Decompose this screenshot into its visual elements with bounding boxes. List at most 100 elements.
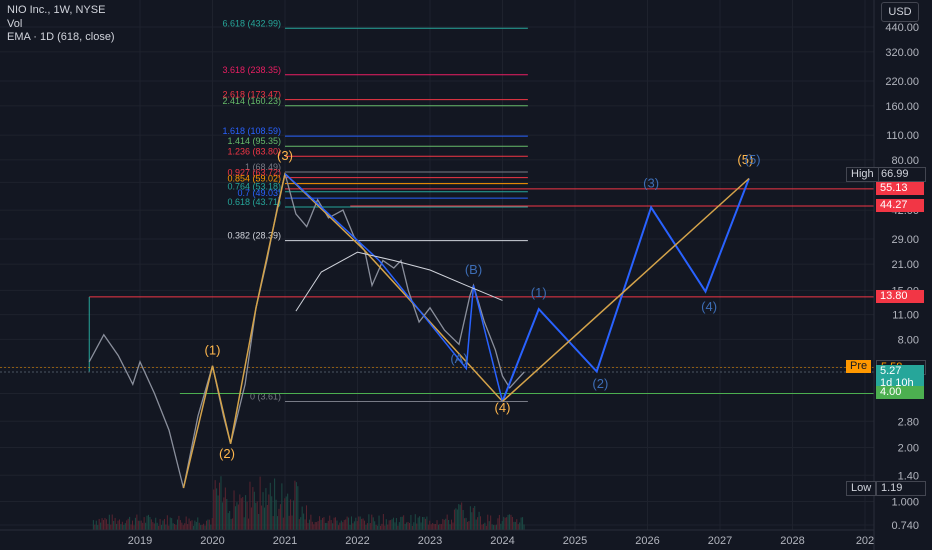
volume-bar: [126, 520, 128, 530]
price-tag-value: 44.27: [876, 199, 924, 213]
volume-bar: [197, 517, 199, 530]
volume-bar: [449, 524, 451, 530]
volume-bar: [333, 517, 335, 530]
currency-button[interactable]: USD: [881, 2, 919, 22]
volume-bar: [192, 525, 194, 530]
volume-bar: [142, 522, 144, 530]
volume-bar: [419, 516, 421, 530]
time-tick-label: 2026: [635, 535, 659, 547]
time-tick-label: 2021: [273, 535, 297, 547]
volume-bar: [485, 525, 487, 530]
volume-bar: [374, 521, 376, 530]
volume-bar: [319, 516, 321, 530]
volume-bar: [432, 522, 434, 530]
fib-level-label: 2.618 (173.47): [222, 90, 281, 100]
price-tag-value: 4.00: [876, 386, 924, 400]
price-tag-value: 55.13: [876, 181, 924, 195]
volume-bar: [401, 516, 403, 530]
volume-bar: [408, 523, 410, 530]
fib-level-label: 0.927 (63.72): [227, 168, 281, 178]
volume-bar: [137, 520, 139, 530]
volume-bar: [133, 525, 135, 530]
volume-bar: [480, 516, 482, 530]
volume-bar: [139, 520, 141, 530]
volume-bar: [195, 521, 197, 530]
volume-bar: [461, 502, 463, 530]
volume-bar: [159, 518, 161, 530]
volume-bar: [352, 523, 354, 530]
fib-level-label: 1.618 (108.59): [222, 126, 281, 136]
symbol-title[interactable]: NIO Inc., 1W, NYSE: [7, 4, 106, 16]
wave-label: (1): [205, 342, 221, 357]
volume-bar: [123, 525, 125, 530]
volume-bar: [243, 517, 245, 530]
volume-bar: [136, 514, 138, 530]
volume-bar: [377, 525, 379, 530]
volume-bar: [364, 520, 366, 530]
volume-bar: [355, 517, 357, 530]
volume-bar: [161, 524, 163, 530]
fib-level-label: 2.414 (160.23): [222, 96, 281, 106]
ema-indicator-label[interactable]: EMA · 1D (618, close): [7, 31, 115, 43]
volume-bar: [477, 517, 479, 530]
volume-bar: [478, 511, 480, 530]
volume-bar: [258, 513, 260, 530]
price-tick-label: 220.00: [885, 76, 919, 88]
volume-bar: [522, 517, 524, 530]
volume-bar: [132, 520, 134, 530]
time-axis: [0, 530, 874, 550]
volume-bar: [94, 524, 96, 530]
volume-bar: [204, 525, 206, 530]
volume-bar: [246, 501, 248, 530]
volume-bar: [310, 514, 312, 530]
volume-bar: [226, 498, 228, 530]
volume-bar: [437, 524, 439, 530]
volume-bar: [203, 523, 205, 530]
price-tick-label: 110.00: [886, 130, 919, 142]
volume-bar: [490, 515, 492, 530]
volume-bar: [484, 522, 486, 530]
volume-bar: [494, 525, 496, 530]
volume-bar: [435, 523, 437, 530]
volume-bar: [458, 504, 460, 530]
volume-bar: [166, 515, 168, 530]
volume-bar: [482, 523, 484, 530]
volume-bar: [248, 518, 250, 530]
volume-bar: [168, 525, 170, 530]
volume-bar: [188, 518, 190, 530]
volume-bar: [208, 519, 210, 530]
volume-bar: [152, 522, 154, 530]
volume-bar: [330, 520, 332, 530]
volume-bar: [187, 524, 189, 530]
fib-level-label: 3.618 (238.35): [222, 65, 281, 75]
volume-bar: [353, 521, 355, 530]
volume-bar: [263, 507, 265, 530]
volume-bar: [227, 513, 229, 530]
volume-bar: [156, 522, 158, 530]
volume-bar: [349, 524, 351, 530]
wave-label: (3): [277, 148, 293, 163]
volume-bar: [507, 514, 509, 530]
volume-bar: [517, 524, 519, 530]
volume-bar: [327, 520, 329, 530]
volume-bar: [511, 516, 513, 530]
volume-bar: [127, 518, 129, 530]
volume-bar: [340, 520, 342, 530]
volume-bar: [307, 522, 309, 530]
price-tick-label: 8.00: [898, 334, 919, 346]
volume-bar: [359, 516, 361, 530]
volume-bar: [411, 525, 413, 530]
volume-bar: [153, 523, 155, 530]
volume-indicator-label[interactable]: Vol: [7, 17, 23, 30]
volume-bar: [382, 514, 384, 530]
fib-level-label: 1.414 (95.35): [227, 136, 281, 146]
volume-bar: [308, 519, 310, 530]
volume-bar: [385, 519, 387, 530]
price-tag-label: High: [846, 166, 879, 182]
volume-bar: [384, 525, 386, 530]
volume-bar: [314, 522, 316, 530]
price-tag-value: 66.99: [876, 166, 926, 182]
wave-blue-line: [284, 173, 504, 402]
volume-bar: [281, 483, 283, 530]
